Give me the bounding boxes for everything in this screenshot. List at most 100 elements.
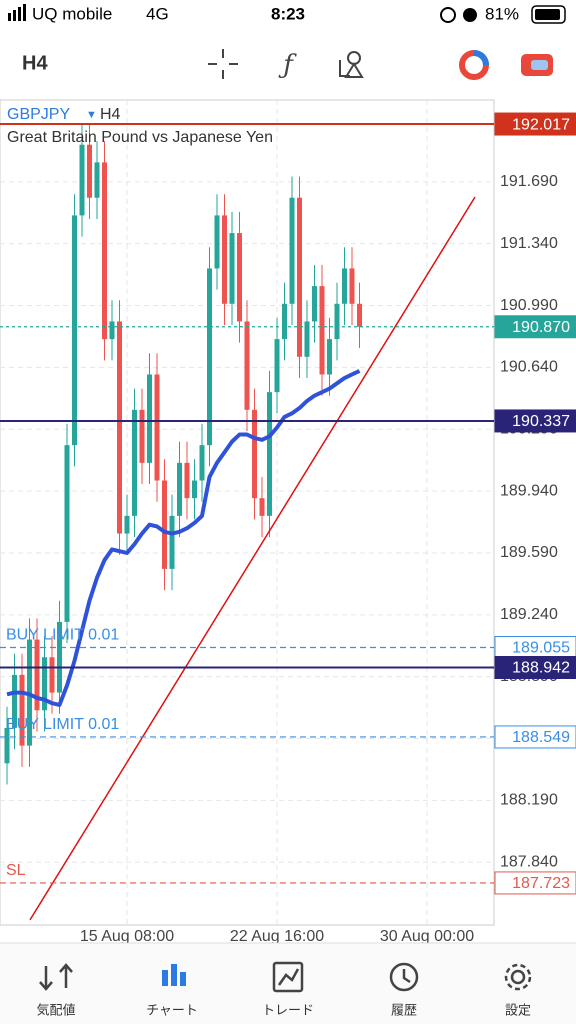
signal-icon (8, 13, 11, 21)
price-level-box (494, 409, 576, 433)
bottom-nav: 気配値 チャート トレード 履歴 設定 (0, 942, 576, 1024)
order-label[interactable]: BUY LIMIT 0.01 (6, 627, 119, 644)
objects-button[interactable] (339, 51, 364, 78)
plot-area (0, 99, 495, 926)
candle-body (94, 162, 100, 198)
clock: 8:23 (271, 4, 305, 23)
candle-body (282, 303, 287, 340)
nav-icon-settings (504, 963, 532, 991)
price-level-label: 190.337 (512, 413, 570, 430)
candle-body (72, 215, 77, 446)
candle-body (79, 144, 85, 216)
candle-body (297, 197, 302, 357)
price-level-box (494, 871, 576, 895)
candle-body (199, 445, 205, 481)
account-icon[interactable] (521, 54, 553, 76)
status-bar: UQ mobile 4G 8:23 81% (8, 4, 566, 24)
candle-body (87, 144, 92, 198)
candle-body (334, 303, 340, 340)
network: 4G (146, 4, 169, 23)
symbol[interactable]: GBPJPY (7, 106, 70, 123)
nav-item[interactable]: チャート (146, 1002, 198, 1017)
candle-body (42, 657, 47, 711)
candle-body (349, 268, 355, 304)
timeframe-button[interactable]: H4 (22, 52, 48, 74)
price-level-label: 192.017 (512, 116, 570, 133)
candle-body (117, 321, 122, 534)
battery-level (535, 9, 560, 20)
candle-body (207, 268, 212, 446)
nav-item[interactable]: トレード (262, 1002, 314, 1017)
trendline (29, 196, 476, 921)
order-label[interactable]: SL (6, 862, 26, 879)
price-level-label: 189.055 (512, 640, 570, 657)
nav-background (0, 943, 576, 1024)
candle-body (184, 462, 190, 499)
nav-icon-trade (272, 961, 304, 993)
y-tick-label: 189.590 (500, 544, 558, 561)
candle-body (244, 321, 250, 410)
candle-body (327, 339, 332, 375)
candle-body (34, 639, 40, 711)
candle-body (289, 197, 295, 304)
chart-timeframe: H4 (100, 106, 121, 123)
battery-percent: 81% (485, 4, 519, 23)
y-tick-label: 191.340 (500, 235, 558, 252)
candle-body (162, 480, 167, 569)
candle-body (192, 480, 197, 499)
lock-icon (440, 7, 456, 23)
x-tick-label: 15 Aug 08:00 (80, 928, 174, 945)
candle-body (57, 621, 62, 693)
price-level-label: 188.942 (512, 660, 570, 677)
y-tick-label: 188.190 (500, 792, 558, 809)
trade-icon[interactable] (459, 50, 489, 80)
time-axis: 15 Aug 08:00 22 Aug 16:00 30 Aug 00:00 (80, 928, 474, 945)
candle-body (342, 268, 347, 304)
price-level-box (494, 725, 576, 749)
candle-body (147, 374, 152, 463)
price-level-label: 190.870 (512, 319, 570, 336)
candle-body (49, 657, 55, 693)
order-label[interactable]: BUY LIMIT 0.01 (6, 716, 119, 733)
carrier: UQ mobile (32, 4, 112, 23)
candle-body (154, 374, 160, 481)
alarm-icon (463, 8, 477, 22)
y-tick-label: 190.990 (500, 297, 558, 314)
candle-body (252, 409, 257, 499)
candle-body (259, 498, 265, 516)
price-level-box (494, 112, 576, 136)
battery-icon (531, 5, 566, 24)
x-tick-label: 30 Aug 00:00 (380, 928, 474, 945)
candle-body (177, 462, 182, 516)
nav-item[interactable]: 設定 (505, 1002, 531, 1017)
x-tick-label: 22 Aug 16:00 (230, 928, 324, 945)
candle-body (214, 215, 220, 269)
symbol-dropdown[interactable]: ▼ (86, 109, 97, 121)
y-tick-label: 191.690 (500, 173, 558, 190)
price-level-box (494, 655, 576, 679)
y-tick-label: 190.640 (500, 359, 558, 376)
nav-item[interactable]: 気配値 (36, 1002, 75, 1017)
candle-body (12, 674, 17, 728)
nav-item[interactable]: 履歴 (391, 1002, 417, 1017)
y-tick-label: 189.240 (500, 606, 558, 623)
candle-body (237, 233, 242, 322)
candle-body (229, 233, 235, 304)
y-tick-label: 187.840 (500, 853, 558, 870)
candle-body (4, 727, 10, 764)
price-axis: 191.690191.340190.990190.640190.290189.9… (500, 173, 558, 870)
symbol-description: Great Britain Pound vs Japanese Yen (7, 129, 273, 146)
price-levels: 192.017 190.870 190.337 189.055 BUY LIMIT 0.… (0, 112, 576, 895)
indicators-button[interactable]: ƒ (278, 50, 297, 80)
candle-body (124, 515, 130, 534)
signal-icon (23, 4, 26, 21)
candle-body (222, 215, 227, 304)
candle-body (319, 286, 325, 375)
price-level-label: 187.723 (512, 875, 570, 892)
nav-icon-chart (162, 964, 186, 986)
candle-body (139, 409, 145, 463)
plot (4, 123, 476, 921)
crosshair-button[interactable] (208, 49, 238, 79)
